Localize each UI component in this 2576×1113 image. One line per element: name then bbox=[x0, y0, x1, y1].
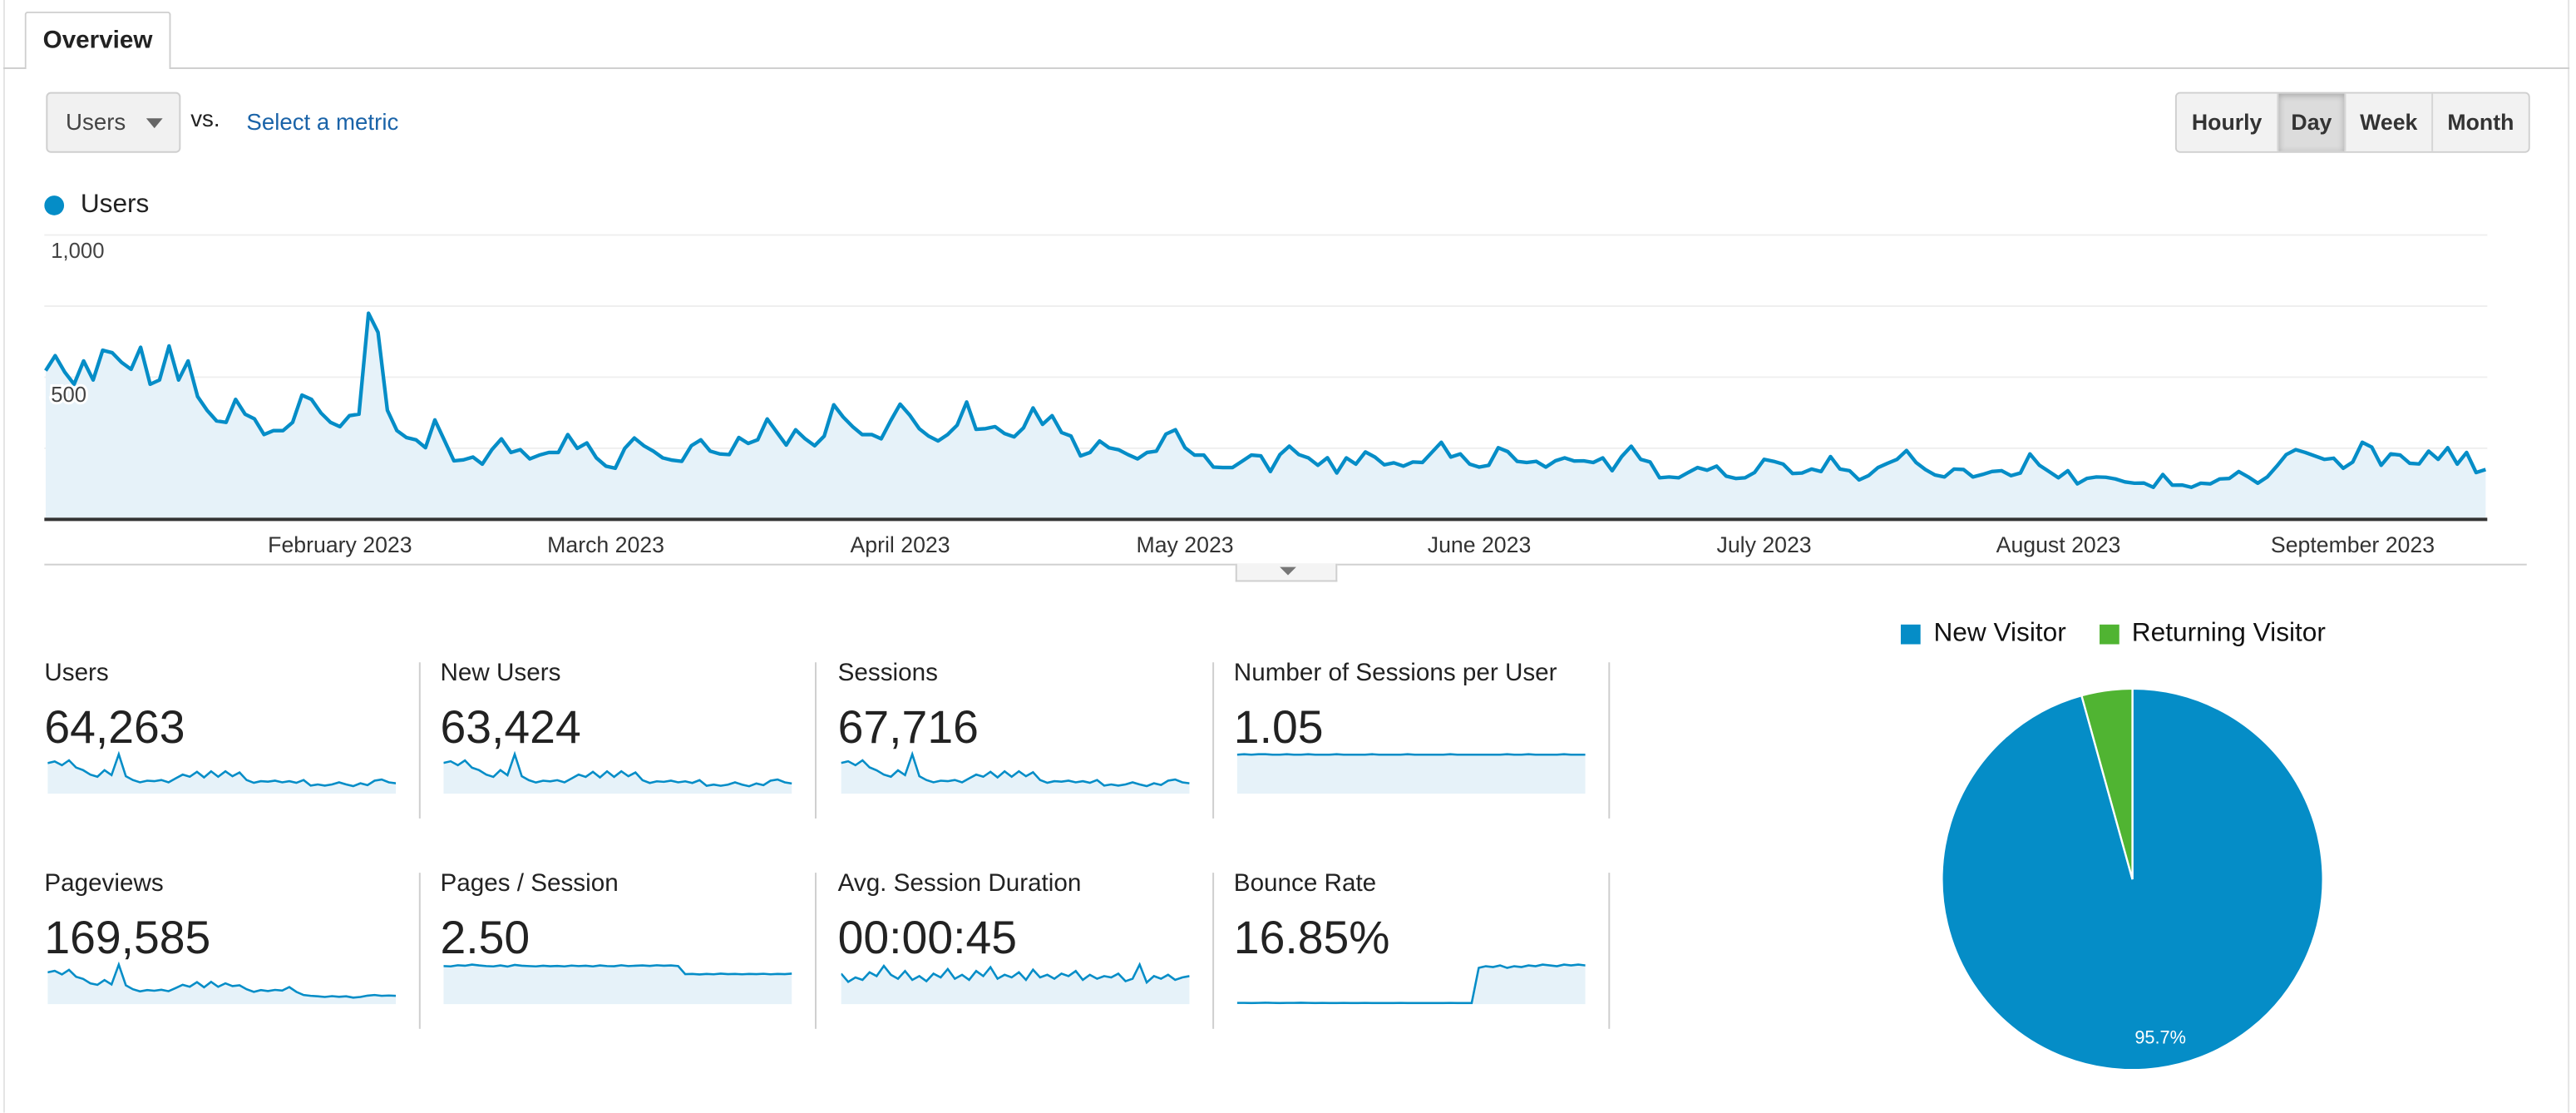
metric-tile[interactable]: Users 64,263 bbox=[44, 659, 418, 817]
metric-value: 63,424 bbox=[440, 701, 581, 753]
metric-label: Pages / Session bbox=[440, 869, 619, 898]
sparkline-area bbox=[47, 964, 397, 1005]
metric-value: 169,585 bbox=[44, 912, 211, 963]
tile-divider bbox=[418, 662, 421, 819]
metric-sparkline bbox=[443, 750, 792, 794]
sparkline-area bbox=[841, 964, 1190, 1005]
legend-returning-visitor-swatch-icon bbox=[2099, 624, 2120, 645]
metric-value: 16.85% bbox=[1233, 912, 1390, 963]
metric-sparkline bbox=[47, 961, 397, 1005]
legend-returning-visitor-label[interactable]: Returning Visitor bbox=[2131, 619, 2326, 648]
legend-new-visitor-swatch-icon bbox=[1900, 624, 1921, 645]
visitor-pie-chart: 95.7% bbox=[1941, 687, 2324, 1071]
sparkline-line bbox=[47, 961, 397, 999]
day-button[interactable]: Day bbox=[2277, 93, 2345, 151]
x-tick-label: April 2023 bbox=[851, 532, 950, 557]
users-line-chart: 1,000 500 February 2023 March 2023 April 2… bbox=[44, 234, 2488, 557]
tile-divider bbox=[814, 873, 817, 1029]
tile-divider bbox=[1212, 873, 1215, 1029]
metric-label: Bounce Rate bbox=[1233, 869, 1377, 898]
metric-tile[interactable]: Number of Sessions per User 1.05 bbox=[1234, 659, 1608, 817]
x-tick-label: February 2023 bbox=[268, 532, 412, 557]
sparkline-line bbox=[47, 750, 397, 788]
sparkline-area bbox=[1236, 964, 1586, 1005]
metric-tile[interactable]: Sessions 67,716 bbox=[838, 659, 1212, 817]
metric-label: Users bbox=[44, 659, 109, 687]
x-tick-label: March 2023 bbox=[547, 532, 664, 557]
sparkline-line bbox=[443, 750, 792, 788]
sparkline-area bbox=[1236, 754, 1586, 794]
tab-overview[interactable]: Overview bbox=[24, 11, 171, 69]
select-metric-link[interactable]: Select a metric bbox=[246, 108, 399, 136]
metric-tile[interactable]: Avg. Session Duration 00:00:45 bbox=[838, 869, 1212, 1027]
metric-value: 2.50 bbox=[440, 912, 530, 963]
sparkline-line bbox=[1236, 753, 1586, 756]
metric-dropdown-value: Users bbox=[66, 108, 126, 136]
legend-users-label[interactable]: Users bbox=[80, 190, 150, 219]
metric-sparkline bbox=[443, 963, 792, 1005]
tile-divider bbox=[418, 873, 421, 1029]
metric-label: Avg. Session Duration bbox=[837, 869, 1082, 898]
hourly-button[interactable]: Hourly bbox=[2176, 93, 2277, 151]
metric-label: Pageviews bbox=[44, 869, 164, 898]
metric-value: 64,263 bbox=[44, 701, 185, 753]
metric-sparkline bbox=[841, 750, 1190, 794]
sparkline-line bbox=[841, 750, 1190, 788]
x-tick-label: August 2023 bbox=[1996, 532, 2121, 557]
sparkline-line bbox=[1236, 963, 1586, 1005]
sparkline-line bbox=[443, 963, 792, 976]
metric-tile[interactable]: Bounce Rate 16.85% bbox=[1234, 869, 1608, 1027]
legend-users-dot-icon bbox=[44, 195, 65, 215]
metric-sparkline bbox=[1236, 963, 1586, 1005]
x-tick-label: July 2023 bbox=[1717, 532, 1812, 557]
pie-legend: New Visitor Returning Visitor bbox=[1900, 619, 2326, 650]
metric-value: 00:00:45 bbox=[837, 912, 1018, 963]
users-area-fill bbox=[45, 313, 2486, 520]
month-button[interactable]: Month bbox=[2431, 93, 2529, 151]
metric-sparkline bbox=[841, 962, 1190, 1005]
users-series-line bbox=[44, 311, 2486, 489]
tile-divider bbox=[1608, 662, 1611, 819]
x-tick-label: June 2023 bbox=[1428, 532, 1532, 557]
metric-label: New Users bbox=[440, 659, 561, 687]
vs-label: vs. bbox=[190, 105, 220, 132]
pie-slice-returning-visitor[interactable] bbox=[2080, 687, 2134, 880]
sparkline-line bbox=[841, 962, 1190, 985]
metric-dropdown[interactable]: Users bbox=[46, 92, 181, 153]
pie-slice-new-visitor[interactable] bbox=[1941, 687, 2324, 1071]
legend-new-visitor-label[interactable]: New Visitor bbox=[1933, 619, 2066, 648]
metric-value: 1.05 bbox=[1233, 701, 1324, 753]
sparkline-area bbox=[443, 754, 792, 794]
metric-tile[interactable]: Pages / Session 2.50 bbox=[441, 869, 815, 1027]
week-button[interactable]: Week bbox=[2344, 93, 2432, 151]
granularity-toggle: Hourly Day Week Month bbox=[2174, 92, 2530, 153]
metric-sparkline bbox=[1236, 753, 1586, 794]
collapse-chart-handle[interactable] bbox=[1235, 563, 1338, 582]
y-tick-label: 500 bbox=[51, 383, 86, 407]
x-tick-label: September 2023 bbox=[2271, 532, 2435, 557]
tab-divider bbox=[2, 67, 2570, 69]
pie-slice-label: 95.7% bbox=[2134, 1027, 2186, 1048]
sparkline-area bbox=[443, 964, 792, 1005]
y-tick-label: 1,000 bbox=[51, 240, 104, 263]
metric-label: Sessions bbox=[837, 659, 938, 687]
chevron-down-icon bbox=[146, 118, 163, 129]
metric-label: Number of Sessions per User bbox=[1233, 659, 1557, 687]
metric-sparkline bbox=[47, 750, 397, 794]
caret-down-icon bbox=[1280, 566, 1296, 576]
tile-divider bbox=[814, 662, 817, 819]
metric-tile[interactable]: New Users 63,424 bbox=[441, 659, 815, 817]
x-tick-label: May 2023 bbox=[1137, 532, 1234, 557]
metric-value: 67,716 bbox=[837, 701, 979, 753]
tile-divider bbox=[1608, 873, 1611, 1029]
metric-tile[interactable]: Pageviews 169,585 bbox=[44, 869, 418, 1027]
tile-divider bbox=[1212, 662, 1215, 819]
